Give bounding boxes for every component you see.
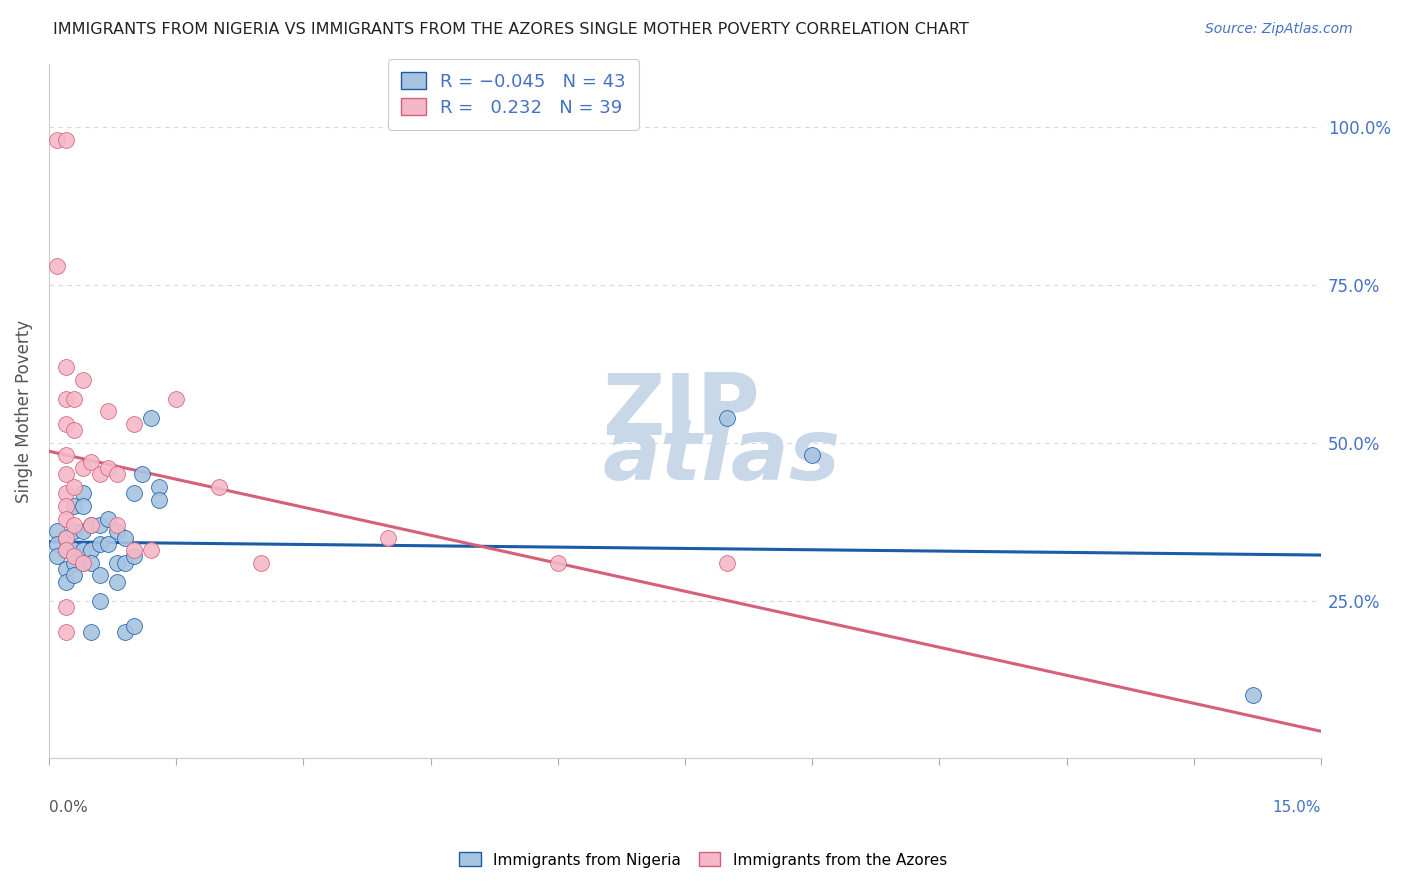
Point	[46, 537, 69, 551]
Point	[72, 486, 94, 500]
Point	[122, 549, 145, 564]
Legend: Immigrants from Nigeria, Immigrants from the Azores: Immigrants from Nigeria, Immigrants from…	[453, 847, 953, 873]
Point	[80, 517, 103, 532]
Point	[72, 556, 94, 570]
Point	[63, 543, 86, 558]
Point	[55, 531, 77, 545]
Point	[148, 480, 170, 494]
Point	[72, 373, 94, 387]
Point	[122, 543, 145, 558]
Point	[97, 404, 120, 418]
Point	[55, 625, 77, 640]
Point	[46, 133, 69, 147]
Point	[105, 467, 128, 482]
Point	[105, 517, 128, 532]
Point	[46, 259, 69, 273]
Point	[55, 417, 77, 431]
Point	[55, 467, 77, 482]
Y-axis label: Single Mother Poverty: Single Mother Poverty	[15, 319, 32, 503]
Point	[55, 531, 77, 545]
Point	[63, 480, 86, 494]
Point	[55, 543, 77, 558]
Point	[55, 449, 77, 463]
Point	[55, 360, 77, 375]
Point	[716, 556, 738, 570]
Point	[114, 531, 136, 545]
Point	[165, 392, 187, 406]
Point	[89, 517, 111, 532]
Point	[55, 392, 77, 406]
Point	[55, 543, 77, 558]
Point	[63, 549, 86, 564]
Point	[72, 543, 94, 558]
Point	[716, 410, 738, 425]
Point	[63, 524, 86, 539]
Point	[63, 568, 86, 582]
Point	[55, 574, 77, 589]
Point	[122, 486, 145, 500]
Point	[80, 543, 103, 558]
Point	[97, 537, 120, 551]
Text: 15.0%: 15.0%	[1272, 800, 1322, 815]
Point	[105, 574, 128, 589]
Point	[377, 531, 399, 545]
Point	[72, 461, 94, 475]
Point	[148, 492, 170, 507]
Point	[139, 543, 162, 558]
Point	[63, 499, 86, 513]
Point	[89, 593, 111, 607]
Point	[547, 556, 569, 570]
Point	[801, 449, 824, 463]
Point	[80, 556, 103, 570]
Point	[80, 455, 103, 469]
Point	[72, 524, 94, 539]
Point	[55, 562, 77, 576]
Point	[55, 511, 77, 525]
Text: Source: ZipAtlas.com: Source: ZipAtlas.com	[1205, 22, 1353, 37]
Point	[114, 625, 136, 640]
Point	[97, 511, 120, 525]
Legend: R = −0.045   N = 43, R =   0.232   N = 39: R = −0.045 N = 43, R = 0.232 N = 39	[388, 60, 638, 129]
Point	[207, 480, 229, 494]
Point	[131, 467, 153, 482]
Point	[72, 499, 94, 513]
Text: atlas: atlas	[602, 415, 841, 498]
Point	[139, 410, 162, 425]
Point	[80, 517, 103, 532]
Point	[97, 461, 120, 475]
Point	[63, 392, 86, 406]
Point	[63, 556, 86, 570]
Point	[1241, 688, 1264, 702]
Point	[114, 556, 136, 570]
Point	[105, 524, 128, 539]
Point	[46, 549, 69, 564]
Point	[89, 537, 111, 551]
Point	[250, 556, 273, 570]
Text: ZIP: ZIP	[602, 370, 761, 453]
Point	[46, 524, 69, 539]
Point	[80, 625, 103, 640]
Point	[89, 568, 111, 582]
Point	[89, 467, 111, 482]
Point	[72, 556, 94, 570]
Point	[122, 619, 145, 633]
Text: 0.0%: 0.0%	[49, 800, 87, 815]
Point	[63, 517, 86, 532]
Text: IMMIGRANTS FROM NIGERIA VS IMMIGRANTS FROM THE AZORES SINGLE MOTHER POVERTY CORR: IMMIGRANTS FROM NIGERIA VS IMMIGRANTS FR…	[53, 22, 969, 37]
Point	[122, 417, 145, 431]
Point	[55, 599, 77, 614]
Point	[55, 486, 77, 500]
Point	[105, 556, 128, 570]
Point	[55, 499, 77, 513]
Point	[55, 133, 77, 147]
Point	[63, 423, 86, 437]
